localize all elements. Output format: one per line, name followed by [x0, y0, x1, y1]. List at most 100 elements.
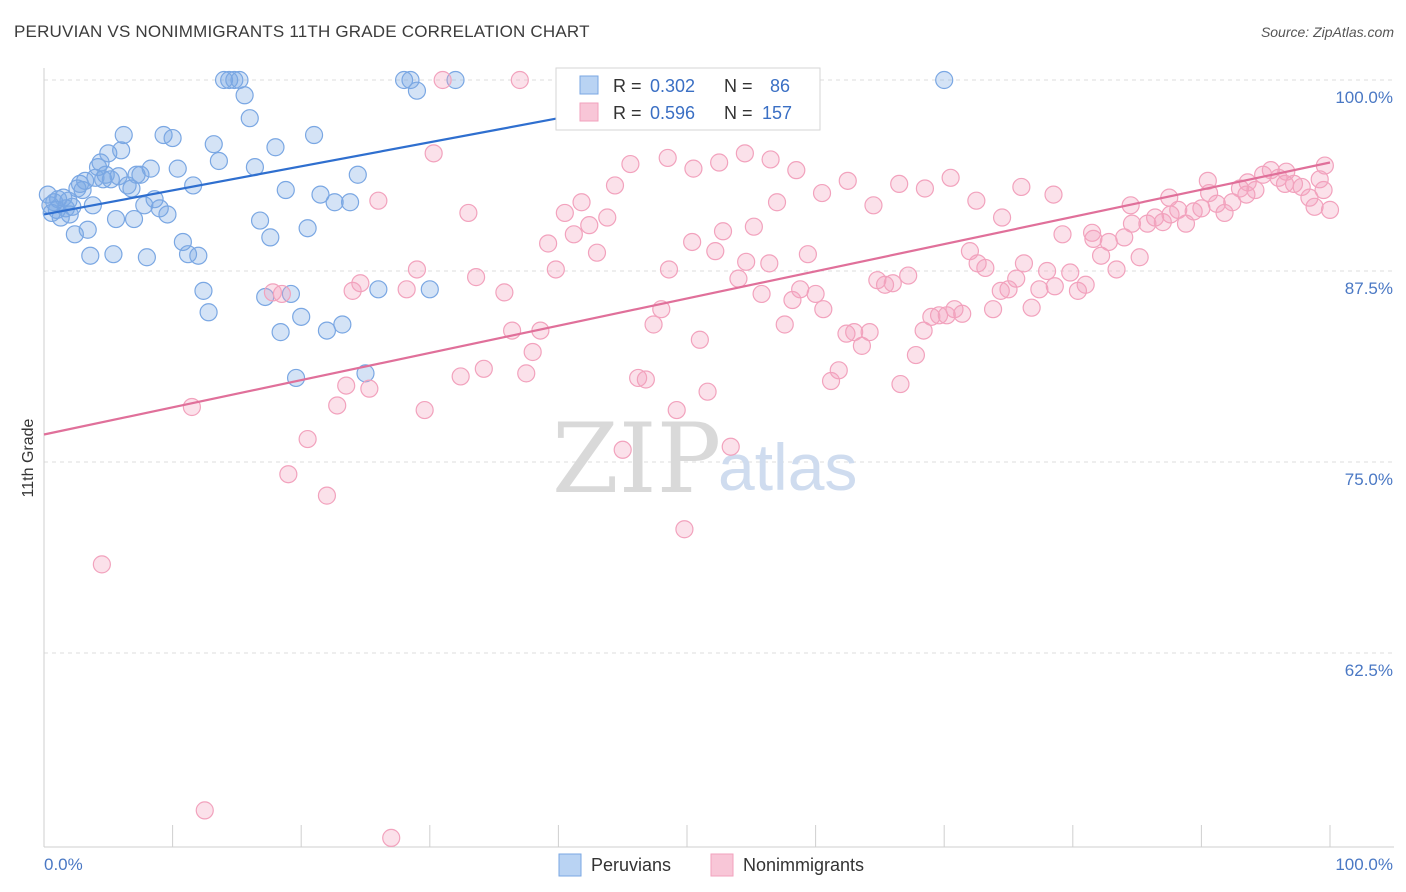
- point-peruvians: [292, 307, 311, 326]
- point-nonimmigrants: [798, 245, 817, 264]
- stats-r-peruvians: 0.302: [650, 76, 695, 96]
- legend-label-peruvians: Peruvians: [591, 855, 671, 875]
- point-nonimmigrants: [891, 374, 910, 394]
- point-peruvians: [63, 197, 82, 216]
- point-nonimmigrants: [1053, 225, 1072, 244]
- point-nonimmigrants: [1207, 194, 1226, 213]
- point-nonimmigrants: [1223, 193, 1242, 212]
- point-nonimmigrants: [1169, 200, 1188, 219]
- point-nonimmigrants: [710, 153, 729, 172]
- point-peruvians: [286, 368, 306, 388]
- point-peruvians: [104, 245, 123, 264]
- stats-n-label-nonimmigrants: N =: [724, 103, 753, 123]
- point-nonimmigrants: [721, 437, 740, 456]
- point-peruvians: [317, 321, 337, 340]
- legend-swatch-nonimmigrants: [710, 853, 734, 877]
- point-nonimmigrants: [369, 191, 388, 210]
- point-peruvians: [356, 364, 375, 383]
- point-nonimmigrants: [760, 254, 779, 273]
- point-nonimmigrants: [621, 154, 640, 174]
- point-nonimmigrants: [806, 284, 825, 304]
- point-nonimmigrants: [263, 283, 283, 302]
- point-nonimmigrants: [351, 274, 370, 293]
- watermark-zip: ZIP: [552, 403, 721, 515]
- watermark: ZIP atlas: [552, 403, 857, 515]
- point-peruvians: [325, 193, 344, 212]
- point-nonimmigrants: [1022, 298, 1041, 317]
- point-nonimmigrants: [922, 307, 941, 326]
- trend-line-peruvians: [43, 117, 559, 216]
- stats-n-peruvians: 86: [770, 76, 790, 96]
- point-nonimmigrants: [424, 144, 443, 163]
- y-axis-label: 11th Grade: [20, 418, 37, 497]
- data-points: [38, 70, 1340, 847]
- point-peruvians: [214, 70, 234, 90]
- point-nonimmigrants: [546, 260, 565, 279]
- point-peruvians: [446, 70, 465, 90]
- point-peruvians: [131, 165, 150, 184]
- point-nonimmigrants: [1061, 263, 1080, 282]
- point-nonimmigrants: [580, 216, 599, 235]
- point-nonimmigrants: [1007, 269, 1026, 288]
- point-nonimmigrants: [845, 323, 864, 342]
- point-nonimmigrants: [1237, 185, 1256, 204]
- point-nonimmigrants: [407, 260, 427, 279]
- point-nonimmigrants: [967, 191, 986, 210]
- point-nonimmigrants: [992, 208, 1012, 227]
- point-peruvians: [189, 246, 208, 265]
- point-nonimmigrants: [433, 70, 452, 90]
- point-nonimmigrants: [1045, 277, 1064, 296]
- chart-title: PERUVIAN VS NONIMMIGRANTS 11TH GRADE COR…: [14, 22, 590, 41]
- point-nonimmigrants: [829, 361, 848, 380]
- point-nonimmigrants: [838, 171, 857, 190]
- point-nonimmigrants: [735, 144, 754, 163]
- point-peruvians: [106, 209, 126, 229]
- point-peruvians: [76, 171, 95, 190]
- point-nonimmigrants: [729, 269, 748, 288]
- point-nonimmigrants: [1300, 188, 1319, 207]
- x-tick-label-min: 0.0%: [44, 855, 83, 874]
- point-peruvians: [250, 211, 270, 230]
- point-nonimmigrants: [1014, 254, 1034, 273]
- point-nonimmigrants: [1076, 275, 1095, 294]
- point-peruvians: [311, 185, 330, 204]
- point-nonimmigrants: [899, 266, 918, 285]
- point-peruvians: [298, 219, 317, 238]
- point-nonimmigrants: [976, 258, 995, 278]
- point-nonimmigrants: [1044, 185, 1063, 204]
- point-peruvians: [340, 193, 360, 212]
- point-nonimmigrants: [1030, 280, 1049, 299]
- point-nonimmigrants: [890, 174, 909, 194]
- point-nonimmigrants: [272, 284, 292, 304]
- point-nonimmigrants: [195, 801, 214, 820]
- point-nonimmigrants: [698, 382, 717, 401]
- y-tick-label: 62.5%: [1345, 661, 1393, 680]
- watermark-atlas: atlas: [718, 430, 857, 504]
- point-nonimmigrants: [510, 70, 529, 90]
- point-nonimmigrants: [382, 828, 401, 847]
- point-nonimmigrants: [860, 323, 879, 342]
- point-peruvians: [78, 220, 97, 239]
- point-nonimmigrants: [1099, 232, 1118, 252]
- point-nonimmigrants: [1305, 197, 1324, 216]
- point-nonimmigrants: [1122, 214, 1142, 233]
- point-peruvians: [276, 180, 295, 200]
- point-nonimmigrants: [629, 368, 648, 388]
- point-nonimmigrants: [737, 252, 756, 271]
- point-peruvians: [240, 109, 259, 128]
- point-nonimmigrants: [991, 281, 1010, 300]
- point-nonimmigrants: [658, 148, 677, 168]
- point-nonimmigrants: [814, 300, 833, 319]
- point-peruvians: [394, 70, 414, 90]
- point-peruvians: [141, 159, 160, 178]
- point-nonimmigrants: [837, 324, 856, 343]
- stats-n-nonimmigrants: 157: [762, 103, 792, 123]
- point-peruvians: [137, 248, 156, 267]
- point-nonimmigrants: [1084, 229, 1103, 249]
- point-nonimmigrants: [953, 304, 972, 323]
- stats-r-label-peruvians: R =: [613, 76, 642, 96]
- point-nonimmigrants: [667, 400, 686, 420]
- point-peruvians: [220, 70, 239, 90]
- point-peruvians: [209, 151, 228, 171]
